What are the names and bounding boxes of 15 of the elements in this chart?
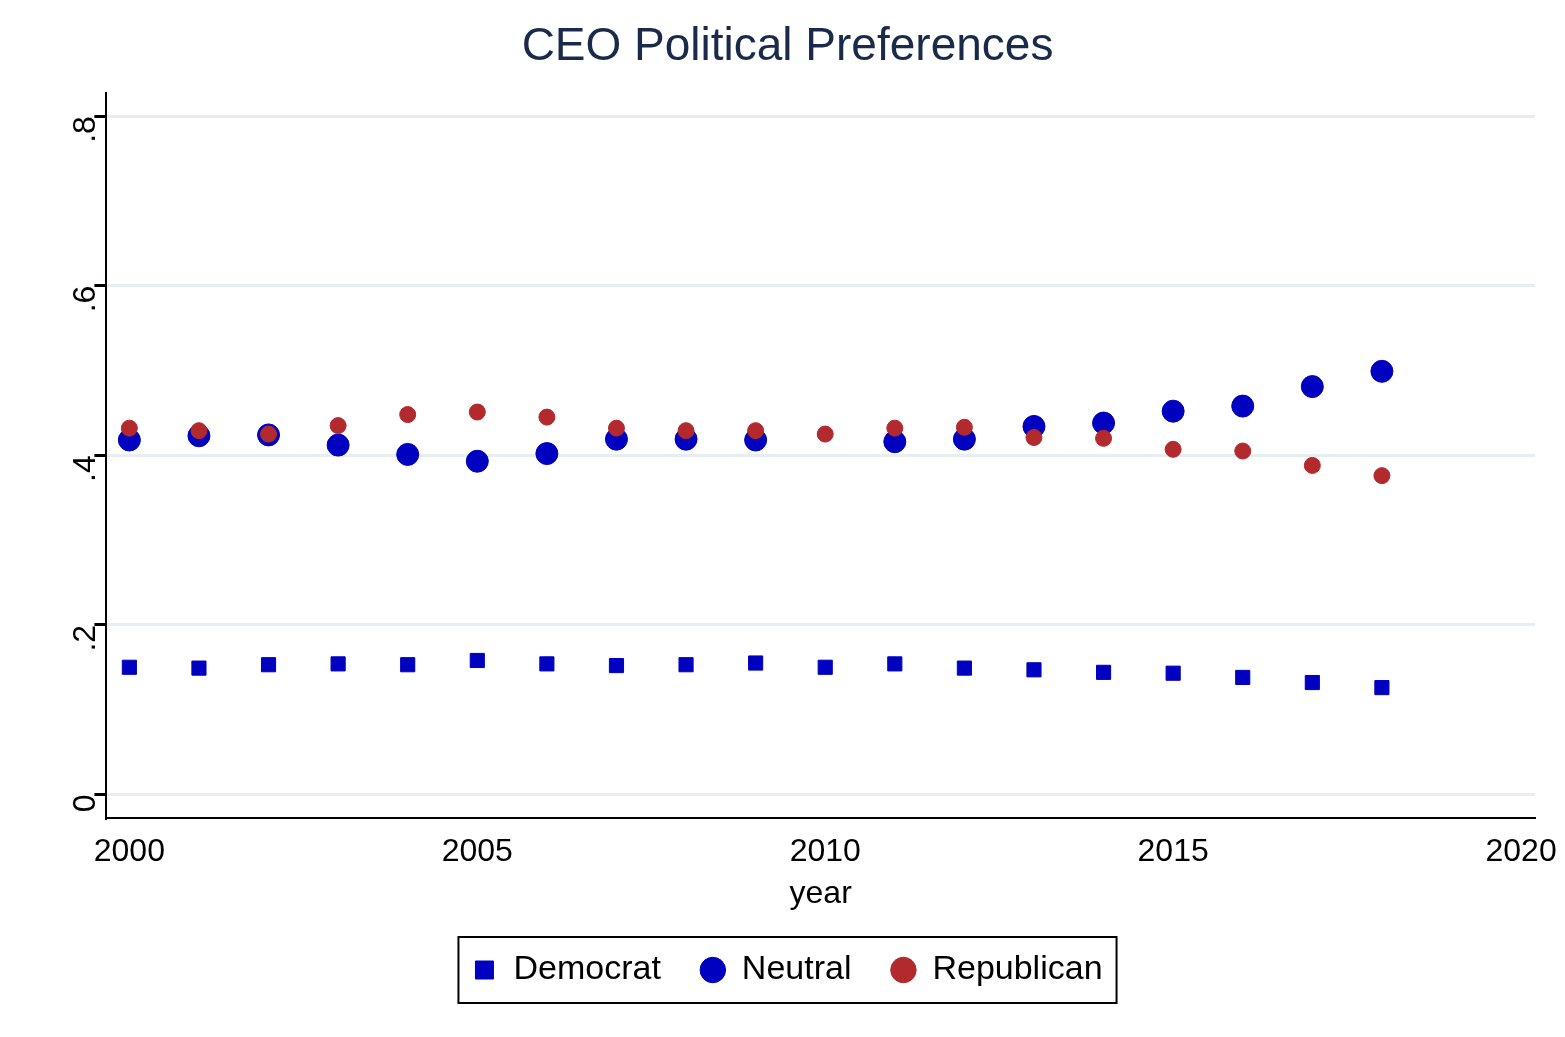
y-tick-label: .6 <box>66 285 103 313</box>
x-tick-label: 2005 <box>441 832 513 869</box>
legend-label: Neutral <box>741 948 852 987</box>
chart-title: CEO Political Preferences <box>521 18 1054 71</box>
y-tick-label: .4 <box>66 455 103 482</box>
x-tick-label: 2015 <box>1137 832 1209 869</box>
y-tick-label: .2 <box>66 624 103 652</box>
legend-label: Republican <box>932 948 1103 987</box>
y-tick-label: 0 <box>66 794 103 813</box>
x-tick-label: 2000 <box>93 832 165 869</box>
x-tick-label: 2010 <box>789 832 861 869</box>
legend-label: Democrat <box>513 948 662 987</box>
y-tick-label: .8 <box>66 116 103 143</box>
x-tick-label: 2020 <box>1485 832 1557 869</box>
x-axis-title: year <box>789 873 853 910</box>
